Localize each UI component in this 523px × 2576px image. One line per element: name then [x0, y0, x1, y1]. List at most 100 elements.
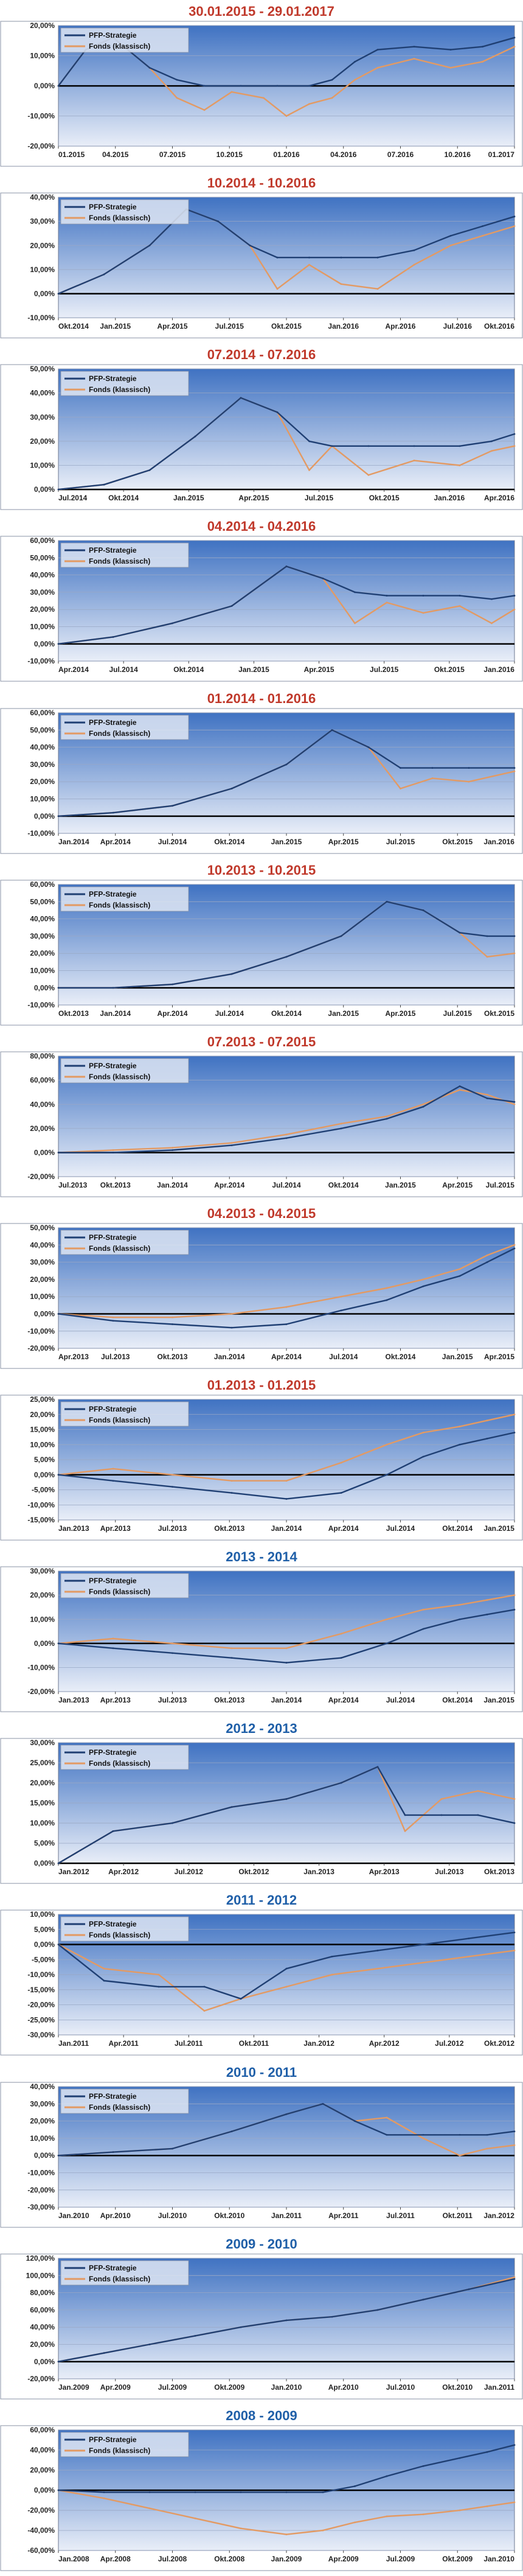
data-point	[285, 2319, 288, 2322]
data-point	[285, 1306, 288, 1308]
x-tick-label: Okt.2013	[214, 1524, 244, 1533]
data-point	[482, 46, 483, 48]
x-tick-label: Okt.2011	[443, 2211, 473, 2220]
data-point	[57, 643, 60, 645]
x-tick-label: Jul.2014	[272, 1181, 301, 1189]
x-tick-label: Jul.2014	[215, 1009, 244, 1018]
data-point	[112, 1149, 114, 1151]
chart-panel: 2012 - 2013 0,00% 5,00% 10,00% 15,00% 20,00% 2…	[0, 1717, 523, 1889]
y-tick-label: 40,00%	[30, 743, 55, 752]
x-tick-label: Jan.2010	[271, 2383, 302, 2392]
data-point	[468, 1937, 470, 1940]
y-tick-label: 0,00%	[34, 984, 55, 992]
chart-title: 07.2014 - 07.2016	[207, 347, 316, 362]
x-tick-label: 01.2015	[58, 150, 85, 159]
legend-label-fund: Fonds (klassisch)	[89, 2103, 150, 2112]
data-point	[413, 58, 415, 60]
data-point	[459, 2457, 461, 2459]
x-tick-label: Jul.2015	[486, 1181, 515, 1189]
chart-panel: 04.2014 - 04.2016 -10,00% 0,00% 10,00% 20,00…	[0, 515, 523, 687]
y-tick-label: 20,00%	[30, 2117, 55, 2126]
data-point	[440, 1798, 443, 1800]
data-point	[148, 66, 151, 69]
x-tick-label: Jul.2012	[175, 1867, 204, 1876]
x-tick-label: Jul.2013	[158, 1524, 187, 1533]
data-point	[112, 2151, 114, 2153]
y-tick-label: 30,00%	[30, 217, 55, 226]
y-tick-label: 60,00%	[30, 709, 55, 717]
chart-panel: 2010 - 2011 -30,00% -20,00% -10,00% 0,00% 10,…	[0, 2061, 523, 2233]
x-tick-label: Jul.2015	[305, 494, 334, 502]
legend	[60, 199, 189, 225]
data-point	[57, 2154, 60, 2157]
data-point	[103, 273, 105, 276]
y-tick-label: -15,00%	[27, 1986, 55, 1994]
data-point	[513, 2278, 516, 2280]
y-tick-label: -20,00%	[27, 1172, 55, 1181]
data-point	[513, 1247, 516, 1250]
data-point	[386, 1618, 388, 1620]
x-tick-label: Okt.2012	[238, 1867, 269, 1876]
legend-label-strategy: PFP-Strategie	[89, 31, 137, 40]
x-tick-label: Jan.2009	[271, 2555, 302, 2563]
chart-title: 10.2013 - 10.2015	[207, 863, 316, 878]
data-point	[276, 411, 279, 413]
chart-title: 2011 - 2012	[226, 1892, 297, 1908]
data-point	[513, 1822, 516, 1824]
x-tick-label: Jan.2013	[58, 1696, 89, 1704]
y-tick-label: 80,00%	[30, 1052, 55, 1060]
x-tick-label: Apr.2014	[271, 1353, 302, 1361]
data-point	[367, 474, 370, 476]
y-tick-label: 10,00%	[30, 1615, 55, 1623]
x-tick-label: Okt.2013	[484, 1867, 514, 1876]
data-point	[386, 1443, 388, 1446]
legend-label-fund: Fonds (klassisch)	[89, 1244, 150, 1253]
y-tick-label: 40,00%	[30, 2446, 55, 2454]
x-tick-label: Jul.2014	[109, 665, 138, 674]
y-tick-label: 10,00%	[30, 795, 55, 803]
data-point	[240, 1998, 242, 2000]
data-point	[386, 2515, 388, 2518]
data-point	[513, 1594, 516, 1597]
x-tick-label: Okt.2015	[442, 838, 473, 846]
data-point	[57, 1152, 60, 1153]
data-point	[285, 565, 288, 567]
data-point	[386, 2116, 388, 2119]
data-point	[376, 288, 379, 290]
chart-title: 2012 - 2013	[226, 1721, 297, 1736]
data-point	[513, 595, 516, 597]
y-tick-label: -10,00%	[27, 2169, 55, 2177]
x-tick-label: Apr.2014	[100, 838, 131, 846]
x-tick-label: Apr.2011	[108, 2039, 139, 2048]
data-point	[413, 249, 415, 251]
data-point	[285, 1662, 288, 1664]
data-point	[103, 1979, 105, 1982]
y-tick-label: -10,00%	[27, 829, 55, 838]
data-point	[422, 1944, 424, 1945]
x-tick-label: Okt.2015	[434, 665, 465, 674]
data-point	[171, 622, 173, 625]
data-point	[263, 97, 265, 99]
data-point	[376, 256, 379, 259]
x-tick-label: Jul.2015	[215, 322, 244, 331]
y-tick-label: 30,00%	[30, 588, 55, 597]
data-point	[486, 2133, 488, 2136]
x-tick-label: Jul.2009	[386, 2555, 415, 2563]
data-point	[308, 103, 310, 105]
y-tick-label: -10,00%	[27, 313, 55, 322]
y-tick-label: 15,00%	[30, 1426, 55, 1434]
y-tick-label: 0,00%	[34, 812, 55, 821]
y-tick-label: 10,00%	[30, 461, 55, 470]
x-tick-label: Jan.2016	[328, 322, 359, 331]
data-point	[459, 1089, 461, 1091]
y-tick-label: 40,00%	[30, 193, 55, 201]
data-point	[285, 2113, 288, 2115]
x-tick-label: Jan.2014	[100, 1009, 131, 1018]
data-point	[513, 215, 516, 218]
y-tick-label: 50,00%	[30, 726, 55, 734]
x-tick-label: Jul.2015	[370, 665, 399, 674]
x-tick-label: Apr.2014	[58, 665, 89, 674]
data-point	[340, 1309, 342, 1312]
x-tick-label: Jan.2008	[58, 2555, 89, 2563]
data-point	[230, 1647, 233, 1650]
